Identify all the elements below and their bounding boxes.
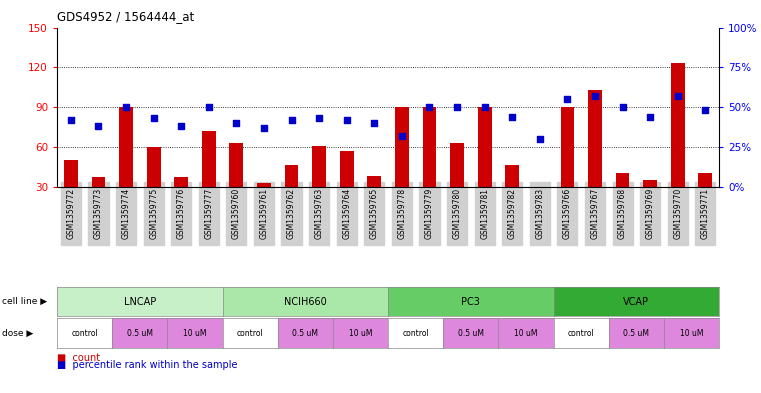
Bar [588,90,602,187]
Text: control: control [403,329,429,338]
Bar [451,143,464,187]
Text: ■  percentile rank within the sample: ■ percentile rank within the sample [57,360,237,371]
Text: control: control [72,329,98,338]
Point [423,104,435,110]
Bar [91,177,105,187]
Point [202,104,215,110]
Point [65,117,77,123]
Bar [174,177,188,187]
Bar [533,187,546,213]
Text: 10 uM: 10 uM [349,329,372,338]
Text: dose ▶: dose ▶ [2,329,33,338]
Point [258,125,270,131]
Text: control: control [237,329,263,338]
Bar [257,183,271,187]
Text: ■  count: ■ count [57,353,100,364]
Point [313,115,325,121]
Point [341,117,353,123]
Point [231,120,243,126]
Point [672,93,684,99]
Text: cell line ▶: cell line ▶ [2,297,46,306]
Bar [671,63,685,187]
Point [368,120,380,126]
Text: 10 uM: 10 uM [183,329,207,338]
Point [506,114,518,120]
Point [396,132,408,139]
Point [479,104,491,110]
Point [451,104,463,110]
Bar [285,165,298,187]
Text: 0.5 uM: 0.5 uM [458,329,484,338]
Point [589,93,601,99]
Text: control: control [568,329,594,338]
Bar [230,143,244,187]
Bar [561,107,575,187]
Point [562,96,574,102]
Bar [340,151,354,187]
Point [120,104,132,110]
Point [699,107,712,114]
Point [285,117,298,123]
Point [616,104,629,110]
Text: PC3: PC3 [461,297,480,307]
Point [92,123,104,129]
Text: GDS4952 / 1564444_at: GDS4952 / 1564444_at [57,10,194,23]
Bar [202,131,215,187]
Point [644,114,656,120]
Text: LNCAP: LNCAP [124,297,156,307]
Point [148,115,160,121]
Bar [368,176,381,187]
Bar [64,160,78,187]
Bar [395,107,409,187]
Bar [422,107,436,187]
Text: 10 uM: 10 uM [514,329,538,338]
Point [175,123,187,129]
Bar [616,173,629,187]
Bar [119,107,133,187]
Text: 10 uM: 10 uM [680,329,703,338]
Point [533,136,546,142]
Bar [505,165,519,187]
Bar [478,107,492,187]
Text: 0.5 uM: 0.5 uM [292,329,318,338]
Bar [699,173,712,187]
Text: 0.5 uM: 0.5 uM [623,329,649,338]
Bar [147,147,161,187]
Text: 0.5 uM: 0.5 uM [127,329,153,338]
Text: NCIH660: NCIH660 [284,297,326,307]
Bar [643,180,657,187]
Text: VCAP: VCAP [623,297,649,307]
Bar [312,145,326,187]
